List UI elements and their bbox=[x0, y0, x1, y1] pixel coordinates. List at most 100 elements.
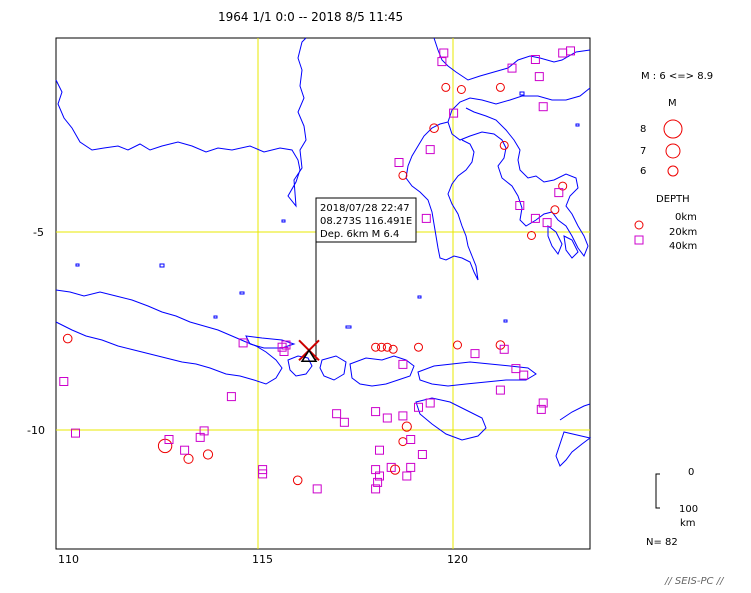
quake-marker-76 bbox=[527, 231, 536, 240]
quake-marker-41 bbox=[375, 471, 384, 481]
quake-marker-27 bbox=[382, 413, 392, 423]
sumba-coast bbox=[415, 397, 487, 441]
software-footer: // SEIS-PC // bbox=[664, 576, 725, 587]
earthquake-layer bbox=[59, 46, 575, 494]
quake-marker-68 bbox=[394, 158, 404, 167]
event-location: 08.273S 116.491E bbox=[320, 216, 412, 227]
event-depth-magnitude: Dep. 6km M 6.4 bbox=[320, 229, 399, 240]
coastline-layer bbox=[55, 37, 592, 467]
y-tick-minus-5: -5 bbox=[33, 226, 44, 239]
quake-marker-30 bbox=[425, 398, 435, 408]
quake-marker-66 bbox=[499, 140, 509, 150]
quake-marker-25 bbox=[398, 359, 408, 369]
quake-marker-20 bbox=[339, 417, 349, 427]
quake-marker-22 bbox=[377, 342, 386, 352]
legend-m6-label: 6 bbox=[640, 166, 646, 177]
buton-island bbox=[547, 225, 563, 256]
quake-marker-18 bbox=[312, 484, 322, 494]
flores-coast bbox=[417, 361, 537, 387]
quake-marker-51 bbox=[538, 398, 548, 408]
quake-marker-50 bbox=[495, 385, 505, 395]
quake-marker-60 bbox=[495, 82, 505, 92]
x-tick-110: 110 bbox=[58, 553, 79, 566]
quake-marker-9 bbox=[202, 449, 214, 460]
quake-marker-31 bbox=[401, 421, 412, 432]
legend-depth-header: DEPTH bbox=[656, 194, 690, 205]
quake-marker-57 bbox=[449, 108, 459, 118]
quake-marker-38 bbox=[406, 462, 416, 472]
quake-marker-72 bbox=[554, 188, 564, 198]
quake-marker-34 bbox=[375, 445, 384, 455]
quake-marker-42 bbox=[373, 477, 383, 487]
quake-marker-37 bbox=[390, 464, 401, 475]
quake-marker-28 bbox=[398, 411, 408, 421]
epicenter-marker bbox=[298, 339, 320, 363]
x-tick-120: 120 bbox=[447, 553, 468, 566]
sumbawa-coast bbox=[349, 355, 415, 387]
quake-marker-21 bbox=[371, 342, 381, 352]
legend-m8-label: 8 bbox=[640, 124, 646, 135]
quake-marker-33 bbox=[406, 435, 416, 444]
quake-marker-74 bbox=[542, 218, 552, 228]
quake-marker-67 bbox=[538, 102, 548, 112]
quake-marker-0 bbox=[62, 333, 73, 344]
epicenter-triangle bbox=[300, 348, 318, 363]
legend-m7-label: 7 bbox=[640, 146, 646, 157]
quake-marker-45 bbox=[470, 349, 480, 359]
event-count: N= 82 bbox=[646, 537, 678, 548]
quake-marker-13 bbox=[258, 469, 268, 479]
legend-depth-0-label: 0km bbox=[675, 212, 697, 223]
quake-marker-53 bbox=[439, 48, 449, 58]
quake-marker-44 bbox=[453, 340, 462, 350]
quake-marker-49 bbox=[519, 370, 529, 380]
quake-marker-39 bbox=[402, 471, 412, 481]
quake-marker-70 bbox=[421, 213, 431, 223]
quake-marker-4 bbox=[164, 435, 174, 444]
legend-magnitude-range: M : 6 <=> 8.9 bbox=[641, 71, 713, 82]
depth-scale-bar bbox=[655, 473, 660, 509]
depth-scale-bottom: 100 bbox=[679, 504, 698, 515]
axis-labels: 110 115 120 -5 -10 bbox=[27, 226, 468, 566]
quake-marker-61 bbox=[507, 63, 517, 73]
quake-marker-55 bbox=[441, 82, 451, 92]
quake-marker-77 bbox=[515, 201, 525, 210]
quake-marker-2 bbox=[71, 428, 80, 438]
quake-marker-10 bbox=[226, 392, 236, 402]
quake-marker-56 bbox=[456, 85, 466, 94]
quake-marker-65 bbox=[566, 46, 575, 56]
legend-m8-symbol bbox=[663, 119, 683, 139]
quake-marker-75 bbox=[530, 213, 540, 223]
legend-depth-20-label: 20km bbox=[669, 227, 697, 238]
legend-depth-40-symbol bbox=[634, 235, 644, 245]
quake-marker-17 bbox=[292, 475, 303, 486]
lombok-coast bbox=[319, 355, 347, 381]
quake-marker-24 bbox=[388, 344, 398, 354]
quake-marker-69 bbox=[398, 170, 408, 180]
quake-marker-47 bbox=[499, 344, 509, 354]
sulawesi-coast bbox=[405, 37, 591, 281]
legend-m-header: M bbox=[668, 98, 677, 109]
quake-marker-1 bbox=[59, 377, 69, 386]
quake-marker-11 bbox=[238, 338, 248, 348]
legend-m7-symbol bbox=[665, 143, 681, 159]
x-tick-115: 115 bbox=[252, 553, 273, 566]
muna-island bbox=[563, 235, 579, 259]
legend: M : 6 <=> 8.9 M 8 7 6 DEPTH 0km 20km 40k… bbox=[634, 71, 713, 548]
quake-marker-16 bbox=[279, 347, 289, 356]
quake-marker-52 bbox=[536, 404, 546, 414]
quake-marker-58 bbox=[429, 123, 439, 133]
small-islets bbox=[75, 91, 580, 329]
y-tick-minus-10: -10 bbox=[27, 424, 45, 437]
java-coast bbox=[55, 289, 283, 385]
map-frame bbox=[55, 37, 591, 550]
quake-marker-62 bbox=[530, 55, 540, 64]
callout-box bbox=[315, 197, 417, 243]
map-title: 1964 1/1 0:0 -- 2018 8/5 11:45 bbox=[218, 10, 403, 24]
quake-marker-15 bbox=[281, 340, 291, 350]
quake-marker-43 bbox=[371, 484, 381, 494]
quake-marker-78 bbox=[414, 342, 423, 352]
quake-marker-59 bbox=[425, 145, 435, 155]
event-datetime: 2018/07/28 22:47 bbox=[320, 203, 410, 214]
timor-coast bbox=[555, 403, 592, 467]
